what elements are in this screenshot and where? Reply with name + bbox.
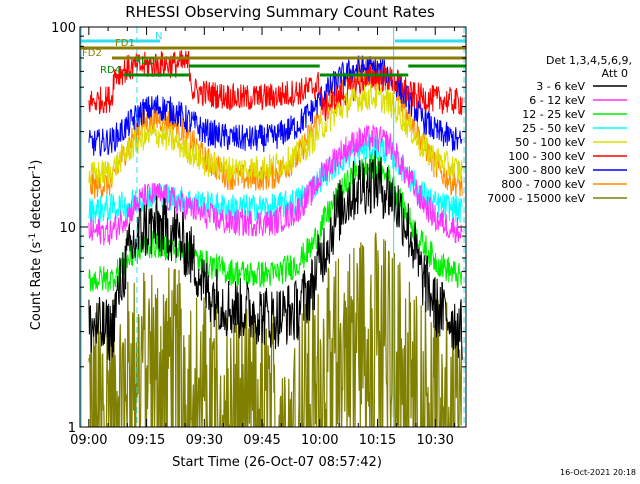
legend-label-50-100-kev: 50 - 100 keV <box>515 136 585 149</box>
flag-label-fd1: FD1 <box>115 38 135 49</box>
axes: 09:00 09:15 09:30 09:45 10:00 10:15 10:30 1 10 10… <box>51 21 467 448</box>
x-axis-label: Start Time (26-Oct-07 08:57:42) <box>172 455 382 470</box>
plot-inner <box>88 50 463 427</box>
y-tick-label-2: 100 <box>51 21 76 36</box>
legend-label-7000-15000-kev: 7000 - 15000 keV <box>487 192 585 205</box>
legend-label-300-800-kev: 300 - 800 keV <box>508 164 585 177</box>
x-tick-label-3: 09:45 <box>243 433 280 448</box>
x-tick-label-6: 10:30 <box>416 433 453 448</box>
x-tick-label-2: 09:30 <box>186 433 223 448</box>
y-axis-label: Count Rate (s-1 detector-1) <box>28 160 44 331</box>
legend-label-6-12-kev: 6 - 12 keV <box>529 94 585 107</box>
legend-label-12-25-kev: 12 - 25 keV <box>522 108 585 121</box>
x-tick-label-5: 10:15 <box>359 433 396 448</box>
series-line-6-12-kev <box>88 124 463 246</box>
series-line-3-6-kev <box>88 150 463 362</box>
y-axis-label-sup: -1 <box>28 233 38 242</box>
y-axis-label-sup2: -1 <box>28 165 38 174</box>
series-line-100-300-kev <box>88 50 463 122</box>
x-tick-label-0: 09:00 <box>70 433 107 448</box>
chart-title: RHESSI Observing Summary Count Rates <box>125 3 435 21</box>
x-tick-label-1: 09:15 <box>128 433 165 448</box>
legend-label-800-7000-kev: 800 - 7000 keV <box>501 178 585 191</box>
timestamp: 16-Oct-2021 20:18 <box>560 468 636 477</box>
series-line-300-800-kev <box>88 55 463 157</box>
y-axis-label-end: ) <box>29 160 44 165</box>
series-line-7000-15000-kev <box>88 232 463 427</box>
flag-label-rd0: RD0 <box>134 56 155 67</box>
series-line-50-100-kev <box>88 83 463 187</box>
flag-label-fd2: FD2 <box>82 48 102 59</box>
legend-label-3-6-kev: 3 - 6 keV <box>536 80 585 93</box>
x-tick-label-4: 10:00 <box>301 433 338 448</box>
flag-label-n: N <box>155 31 162 42</box>
legend-header-attenuator: Att 0 <box>602 67 628 80</box>
legend-label-25-50-kev: 25 - 50 keV <box>522 122 585 135</box>
y-tick-label-0: 1 <box>68 421 76 436</box>
plot-area: N FD1 FD2 RD0 RD4 <box>80 27 466 427</box>
flag-label-rd4: RD4 <box>100 65 121 76</box>
y-axis-label-mid: detector <box>29 173 44 233</box>
y-axis-label-main: Count Rate (s <box>29 242 44 331</box>
legend-header-detectors: Det 1,3,4,5,6,9, <box>546 54 632 67</box>
legend-label-100-300-kev: 100 - 300 keV <box>508 150 585 163</box>
y-tick-label-1: 10 <box>59 221 76 236</box>
